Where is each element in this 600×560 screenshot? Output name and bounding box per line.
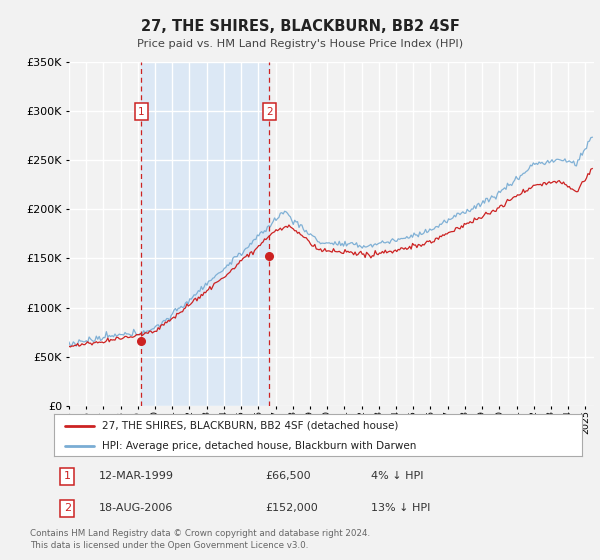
Text: £152,000: £152,000 [265,503,318,513]
Bar [142,62,269,406]
Text: Price paid vs. HM Land Registry's House Price Index (HPI): Price paid vs. HM Land Registry's House … [137,39,463,49]
Text: 4% ↓ HPI: 4% ↓ HPI [371,471,424,481]
Text: 1: 1 [138,106,145,116]
Text: This data is licensed under the Open Government Licence v3.0.: This data is licensed under the Open Gov… [30,542,308,550]
Text: 27, THE SHIRES, BLACKBURN, BB2 4SF: 27, THE SHIRES, BLACKBURN, BB2 4SF [140,20,460,34]
Text: 2: 2 [64,503,71,513]
Text: £66,500: £66,500 [265,471,311,481]
Text: 18-AUG-2006: 18-AUG-2006 [99,503,173,513]
Text: 13% ↓ HPI: 13% ↓ HPI [371,503,430,513]
Text: 12-MAR-1999: 12-MAR-1999 [99,471,174,481]
Text: 1: 1 [64,471,71,481]
Text: 2: 2 [266,106,272,116]
Text: 27, THE SHIRES, BLACKBURN, BB2 4SF (detached house): 27, THE SHIRES, BLACKBURN, BB2 4SF (deta… [101,421,398,431]
Text: Contains HM Land Registry data © Crown copyright and database right 2024.: Contains HM Land Registry data © Crown c… [30,529,370,538]
Text: HPI: Average price, detached house, Blackburn with Darwen: HPI: Average price, detached house, Blac… [101,441,416,451]
